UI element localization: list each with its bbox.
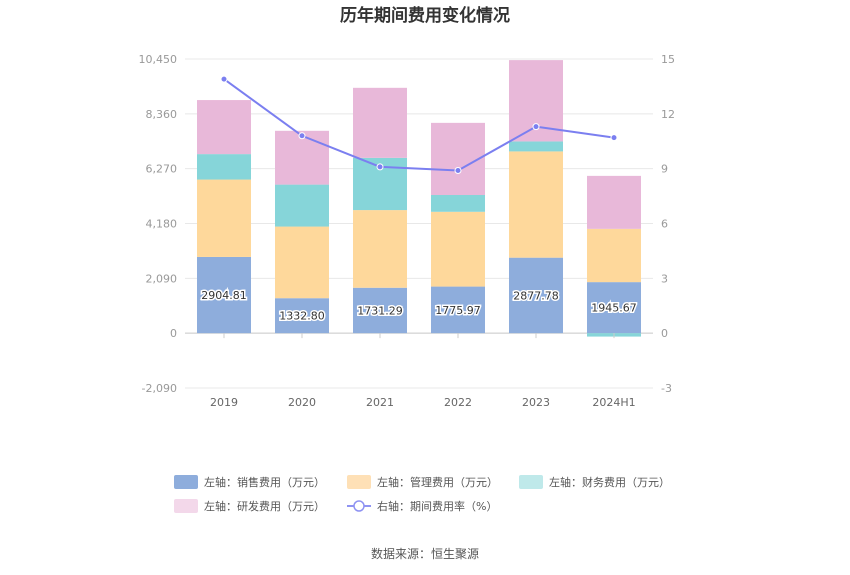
bar-segment [509, 151, 563, 258]
bar-segment [509, 141, 563, 152]
sales-value-label: 1945.67 [591, 302, 637, 315]
legend-item: 右轴：期间费用率（%） [347, 499, 497, 513]
grid-layer [185, 58, 653, 389]
bar-segment [587, 175, 641, 229]
right-tick-label: 6 [661, 218, 668, 231]
left-tick-label: 10,450 [139, 53, 178, 66]
left-tick-label: 0 [170, 327, 177, 340]
category-label: 2021 [366, 396, 394, 409]
rate-point [376, 163, 384, 171]
legend: 左轴：销售费用（万元） 左轴：管理费用（万元） 左轴：财务费用（万元） 左轴：研发费用… [174, 475, 670, 513]
right-tick-label: 9 [661, 163, 668, 176]
legend-label: 左轴：研发费用（万元） [204, 499, 325, 513]
category-label: 2019 [210, 396, 238, 409]
legend-color-swatch [174, 499, 198, 513]
bar-segment [275, 226, 329, 299]
category-label: 2023 [522, 396, 550, 409]
rate-point [220, 75, 228, 83]
bar-segment [275, 130, 329, 185]
bar-segment [197, 100, 251, 155]
chart-title: 历年期间费用变化情况 [340, 5, 510, 26]
rate-line [223, 78, 615, 172]
bar-segment [197, 154, 251, 180]
legend-label: 左轴：财务费用（万元） [549, 475, 670, 489]
data-labels-layer: 2904.81 1332.80 1731.29 1775.97 2877.78 1945.… [200, 288, 639, 325]
sales-value-label: 1332.80 [279, 310, 325, 323]
legend-marker-swatch [353, 500, 365, 512]
sales-value-label: 1775.97 [435, 304, 481, 317]
left-tick-label: -2,090 [142, 382, 177, 395]
source-note: 数据来源：恒生聚源 [371, 546, 479, 561]
left-axis: -2,090 0 2,090 4,180 6,270 8,360 10,450 [139, 53, 178, 395]
bar-segment [431, 195, 485, 212]
right-axis: -3 0 3 6 9 12 15 [661, 53, 675, 395]
right-tick-label: -3 [661, 382, 672, 395]
rate-point [298, 132, 306, 140]
category-axis: 2019 2020 2021 2022 2023 2024H1 [210, 333, 636, 409]
right-tick-label: 12 [661, 108, 675, 121]
bar-segment [431, 122, 485, 196]
legend-color-swatch [347, 475, 371, 489]
category-label: 2020 [288, 396, 316, 409]
rate-point [454, 166, 462, 174]
left-tick-label: 8,360 [146, 108, 178, 121]
legend-item: 左轴：销售费用（万元） [174, 475, 325, 489]
legend-color-swatch [174, 475, 198, 489]
legend-label: 左轴：销售费用（万元） [204, 475, 325, 489]
bar-segment [353, 287, 407, 334]
rate-point [610, 134, 618, 142]
legend-color-swatch [519, 475, 543, 489]
right-tick-label: 15 [661, 53, 675, 66]
bar-segment [353, 87, 407, 158]
left-tick-label: 6,270 [146, 163, 178, 176]
legend-item: 左轴：管理费用（万元） [347, 475, 498, 489]
rate-point [532, 123, 540, 131]
legend-label: 右轴：期间费用率（%） [377, 499, 497, 513]
legend-item: 左轴：研发费用（万元） [174, 499, 325, 513]
category-label: 2024H1 [592, 396, 635, 409]
bar-segment [431, 286, 485, 334]
bar-segment [197, 256, 251, 334]
left-tick-label: 2,090 [146, 272, 178, 285]
right-tick-label: 0 [661, 327, 668, 340]
sales-value-label: 2904.81 [201, 289, 247, 302]
bar-segment [509, 257, 563, 334]
bar-segment [353, 210, 407, 288]
bar-segment [275, 184, 329, 227]
bar-segment [197, 179, 251, 257]
sales-value-label: 1731.29 [357, 304, 403, 317]
category-label: 2022 [444, 396, 472, 409]
rate-line-layer [220, 75, 618, 174]
bar-segment [431, 211, 485, 287]
bar-segment [587, 282, 641, 334]
legend-item: 左轴：财务费用（万元） [519, 475, 670, 489]
bar-segment [587, 228, 641, 283]
bars-layer [197, 60, 641, 337]
bar-segment [275, 298, 329, 334]
legend-label: 左轴：管理费用（万元） [377, 475, 498, 489]
right-tick-label: 3 [661, 272, 668, 285]
left-tick-label: 4,180 [146, 218, 178, 231]
sales-value-label: 2877.78 [513, 289, 559, 302]
